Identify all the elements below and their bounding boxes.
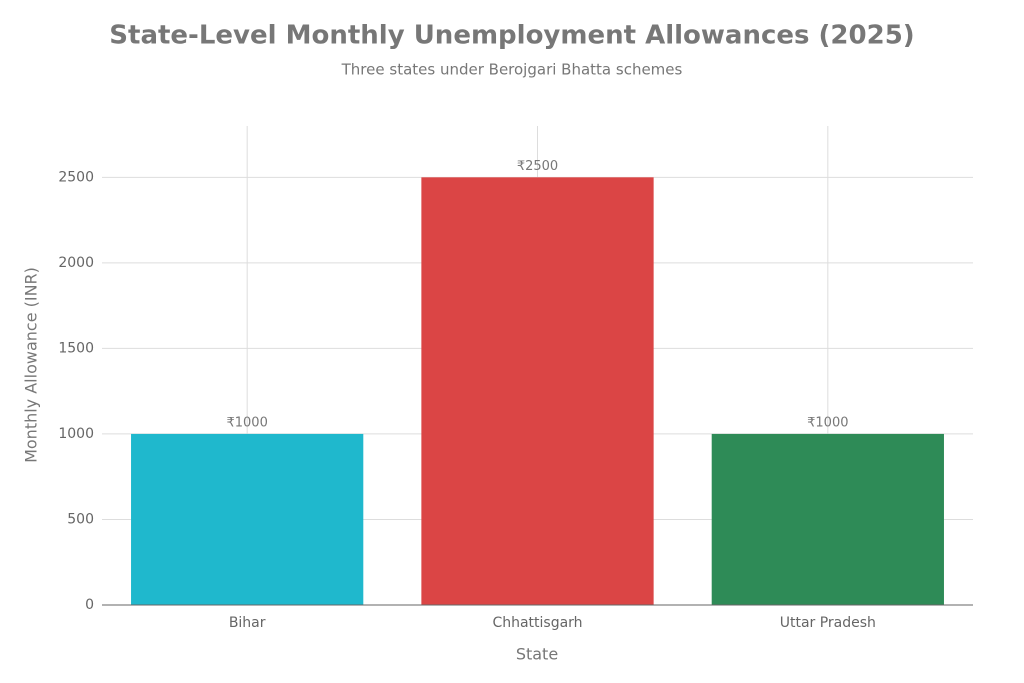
y-tick-label: 500 <box>67 511 94 527</box>
bar <box>421 177 654 606</box>
x-axis-label: State <box>516 645 558 664</box>
x-tick-label: Bihar <box>229 615 266 631</box>
chart-title: State-Level Monthly Unemployment Allowan… <box>109 21 914 51</box>
y-axis-label: Monthly Allowance (INR) <box>22 267 41 463</box>
y-tick-label: 1500 <box>58 340 94 356</box>
y-tick-label: 2000 <box>58 255 94 271</box>
x-tick-label: Chhattisgarh <box>492 615 582 631</box>
y-tick-label: 2500 <box>58 169 94 185</box>
y-tick-label: 1000 <box>58 426 94 442</box>
data-label: ₹1000 <box>807 415 848 430</box>
data-label: ₹1000 <box>226 415 267 430</box>
chart-subtitle: Three states under Berojgari Bhatta sche… <box>341 61 683 79</box>
x-tick-label: Uttar Pradesh <box>780 615 876 631</box>
bar <box>711 433 944 605</box>
bar <box>131 433 364 605</box>
y-tick-label: 0 <box>85 597 94 613</box>
data-label: ₹2500 <box>517 159 558 174</box>
